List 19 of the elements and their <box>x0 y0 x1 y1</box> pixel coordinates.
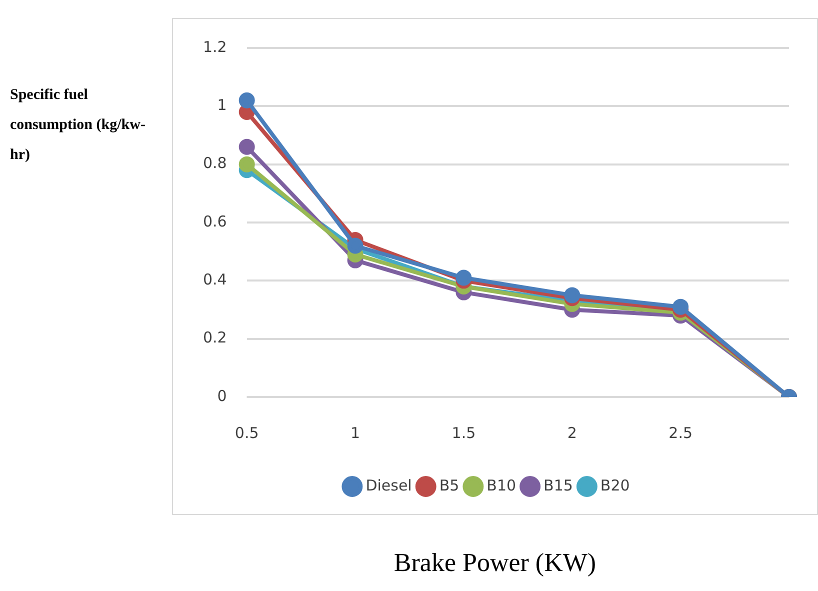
x-tick-label: 1 <box>350 424 360 442</box>
y-tick-label: 0.4 <box>202 270 227 289</box>
x-tick-label: 0.5 <box>234 424 259 442</box>
legend-label: B15 <box>544 476 573 494</box>
y-tick-label: 0.2 <box>202 328 227 347</box>
y-axis-title: Specific fuel consumption (kg/kw-hr) <box>10 86 146 165</box>
legend-label: B20 <box>600 476 630 494</box>
y-tick-label: 1.2 <box>202 38 227 56</box>
legend-label: B5 <box>439 476 460 494</box>
x-tick-label: 1.5 <box>452 424 476 442</box>
y-tick-label: 0.8 <box>202 154 227 172</box>
legend-label: Diesel <box>366 476 412 494</box>
x-tick-label: 2.5 <box>668 424 692 442</box>
y-tick-label: 0.6 <box>202 212 227 230</box>
y-tick-label: 1 <box>217 96 227 114</box>
x-axis-title: Brake Power (KW) <box>392 548 598 578</box>
x-tick-label: 2 <box>567 424 577 442</box>
legend-label: B10 <box>486 476 516 494</box>
y-tick-label: 0 <box>217 386 227 405</box>
